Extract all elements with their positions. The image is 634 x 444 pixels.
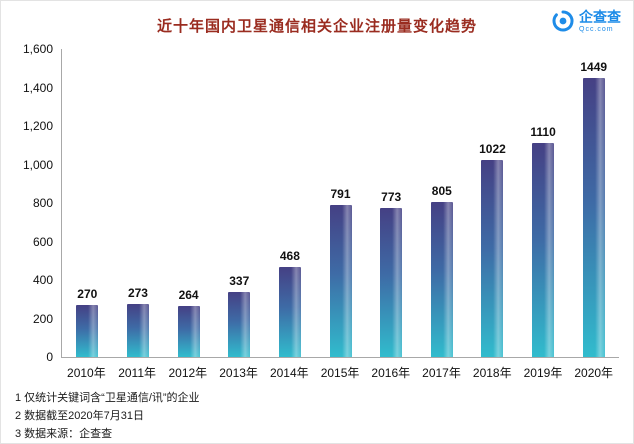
qcc-logo-domain: Qcc.com bbox=[579, 25, 614, 33]
bar-value-label: 1022 bbox=[479, 142, 506, 157]
x-tick-label: 2016年 bbox=[371, 366, 411, 380]
bar bbox=[76, 305, 99, 357]
bars: 270 273 264 337 468 791 773 805 1022 1110 1449 bbox=[62, 49, 619, 358]
bar bbox=[228, 292, 251, 357]
bar bbox=[582, 78, 605, 357]
bar bbox=[380, 208, 403, 357]
bar-value-label: 273 bbox=[127, 286, 148, 301]
footer-note: 1 仅统计关键词含“卫星通信/讯”的企业 bbox=[15, 392, 200, 404]
bar bbox=[177, 306, 200, 357]
bar-value-label: 468 bbox=[279, 248, 300, 263]
bar bbox=[278, 266, 301, 358]
bar-column: 273 bbox=[113, 49, 164, 357]
x-tick-label: 2015年 bbox=[320, 366, 360, 380]
plot-area: 270 273 264 337 468 791 773 805 1022 1110 1449 bbox=[61, 49, 619, 358]
footer-notes: 1 仅统计关键词含“卫星通信/讯”的企业 2 数据截至2020年7月31日 3 数据… bbox=[15, 389, 200, 443]
bar bbox=[430, 202, 453, 357]
x-tick-label: 2014年 bbox=[269, 366, 309, 380]
bar-column: 1110 bbox=[518, 49, 569, 357]
bar-value-label: 1449 bbox=[580, 60, 608, 75]
footer-note: 3 数据来源：企查查 bbox=[15, 428, 113, 440]
bar-column: 1022 bbox=[467, 49, 518, 357]
y-tick-label: 400 bbox=[32, 273, 53, 287]
y-tick-label: 1,600 bbox=[22, 42, 53, 56]
x-tick-label: 2012年 bbox=[168, 366, 208, 380]
bar-column: 264 bbox=[163, 49, 214, 357]
y-tick-label: 1,000 bbox=[22, 157, 53, 172]
bar-column: 773 bbox=[366, 49, 417, 357]
bar-value-label: 264 bbox=[178, 288, 199, 303]
bar-value-label: 270 bbox=[77, 287, 98, 302]
qcc-logo-text: 企查查 Qcc.com bbox=[579, 10, 621, 33]
x-axis: 2010年 2011年 2012年 2013年 2014年 2015年 2016年 2017年… bbox=[61, 358, 619, 381]
footer-note: 2 数据截至2020年7月31日 bbox=[15, 410, 144, 422]
bar bbox=[481, 160, 504, 357]
bar bbox=[532, 143, 555, 357]
y-tick-label: 200 bbox=[32, 311, 53, 326]
x-tick-label: 2020年 bbox=[574, 366, 614, 380]
bar bbox=[126, 304, 149, 357]
bar-value-label: 1110 bbox=[530, 125, 556, 140]
bar bbox=[329, 204, 352, 358]
y-tick-label: 800 bbox=[32, 196, 53, 210]
y-tick-label: 1,400 bbox=[22, 80, 53, 95]
y-tick-label: 600 bbox=[32, 234, 53, 249]
bar-value-label: 791 bbox=[330, 186, 351, 201]
bar-column: 791 bbox=[315, 49, 366, 358]
bar-column: 468 bbox=[265, 49, 316, 358]
bar-value-label: 773 bbox=[381, 190, 402, 205]
qcc-logo: 企查查 Qcc.com bbox=[551, 9, 621, 33]
x-tick-label: 2018年 bbox=[472, 366, 512, 380]
x-tick-label: 2013年 bbox=[219, 366, 258, 380]
bar-column: 1449 bbox=[568, 49, 619, 357]
x-tick-label: 2010年 bbox=[67, 366, 106, 380]
y-tick-label: 0 bbox=[46, 350, 53, 364]
qcc-logo-icon bbox=[552, 10, 574, 32]
x-tick-label: 2017年 bbox=[422, 366, 461, 380]
chart-title: 近十年国内卫星通信相关企业注册量变化趋势 bbox=[156, 18, 477, 35]
x-tick-label: 2011年 bbox=[118, 366, 156, 380]
bar-column: 270 bbox=[62, 49, 113, 357]
y-axis: 0 200 400 600 800 1,000 1,200 1,400 1,600 bbox=[1, 42, 53, 364]
y-tick-label: 1,200 bbox=[22, 119, 53, 133]
qcc-logo-name: 企查查 bbox=[579, 8, 621, 25]
x-tick-label: 2019年 bbox=[523, 366, 563, 380]
bar-value-label: 805 bbox=[431, 184, 452, 199]
bar-value-label: 337 bbox=[229, 274, 250, 289]
bar-column: 805 bbox=[416, 49, 467, 357]
bar-column: 337 bbox=[214, 49, 265, 357]
